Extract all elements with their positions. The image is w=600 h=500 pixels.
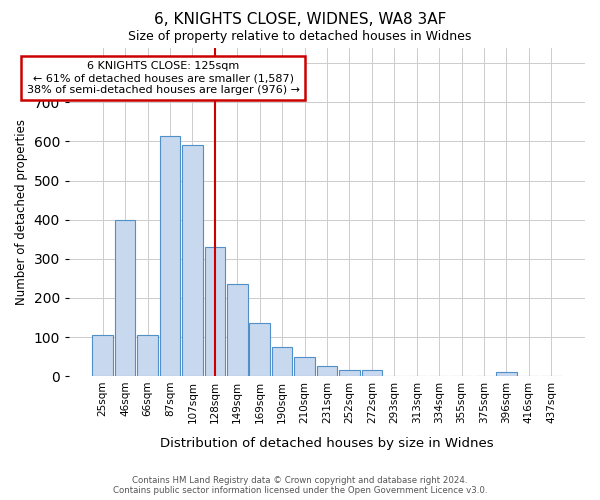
Text: Size of property relative to detached houses in Widnes: Size of property relative to detached ho… xyxy=(128,30,472,43)
Text: 6 KNIGHTS CLOSE: 125sqm
← 61% of detached houses are smaller (1,587)
38% of semi: 6 KNIGHTS CLOSE: 125sqm ← 61% of detache… xyxy=(27,62,300,94)
Bar xyxy=(115,220,136,376)
X-axis label: Distribution of detached houses by size in Widnes: Distribution of detached houses by size … xyxy=(160,437,494,450)
Bar xyxy=(272,347,292,376)
Bar xyxy=(250,324,270,376)
Bar xyxy=(294,356,315,376)
Bar xyxy=(496,372,517,376)
Bar xyxy=(92,335,113,376)
Bar xyxy=(137,335,158,376)
Bar xyxy=(339,370,360,376)
Bar xyxy=(227,284,248,376)
Y-axis label: Number of detached properties: Number of detached properties xyxy=(15,119,28,305)
Bar xyxy=(317,366,337,376)
Text: Contains HM Land Registry data © Crown copyright and database right 2024.
Contai: Contains HM Land Registry data © Crown c… xyxy=(113,476,487,495)
Text: 6, KNIGHTS CLOSE, WIDNES, WA8 3AF: 6, KNIGHTS CLOSE, WIDNES, WA8 3AF xyxy=(154,12,446,28)
Bar xyxy=(205,247,225,376)
Bar xyxy=(160,136,181,376)
Bar xyxy=(362,370,382,376)
Bar xyxy=(182,146,203,376)
